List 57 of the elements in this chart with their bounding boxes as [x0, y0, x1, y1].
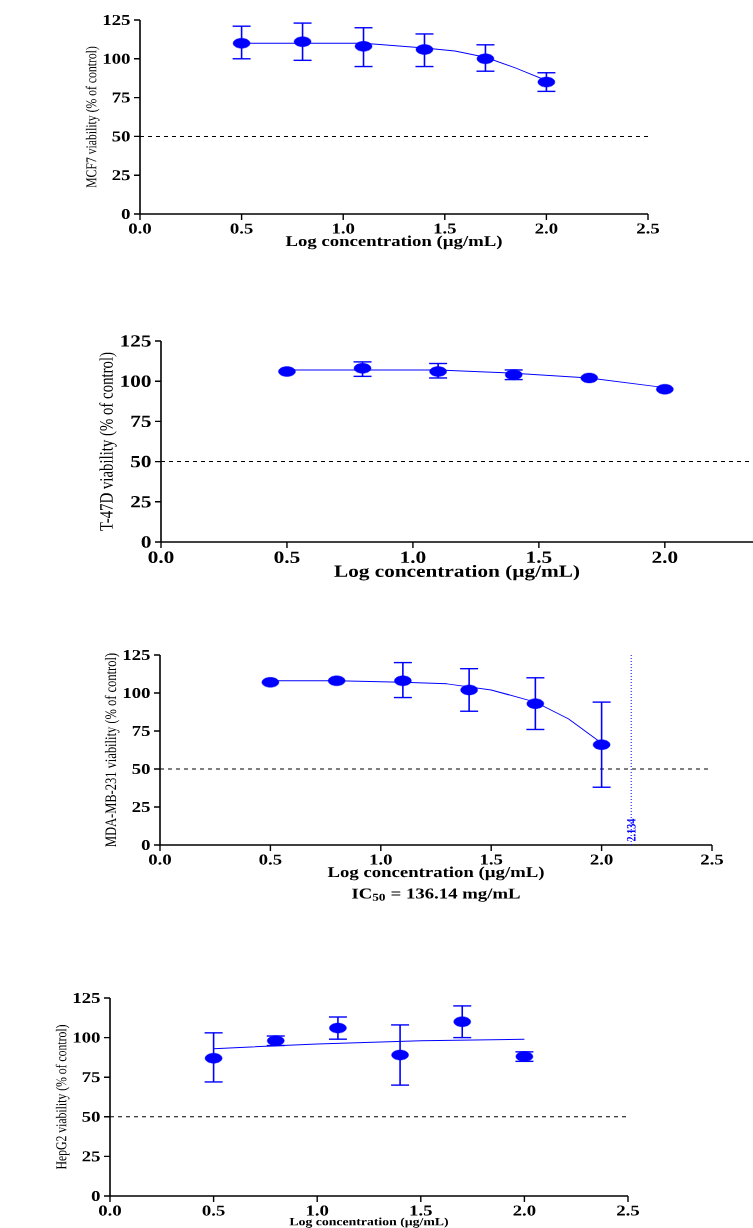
x-tick-label: 0.5 — [274, 551, 300, 564]
y-tick-label: 125 — [73, 992, 100, 1004]
y-tick-label: 75 — [132, 726, 150, 736]
y-tick-label: 25 — [82, 1151, 100, 1162]
x-tick-label: 0.5 — [202, 1205, 225, 1216]
y-tick-label: 100 — [123, 687, 150, 699]
y-tick-label: 100 — [73, 1032, 100, 1043]
x-axis-title: Log concentration (µg/mL) — [334, 564, 580, 581]
y-tick-label: 25 — [112, 170, 130, 181]
text: IC$_{50}$ = 136.14 mg/mL — [352, 888, 520, 902]
y-tick-label: 25 — [132, 801, 150, 813]
x-tick-label: 1.5 — [410, 1205, 432, 1216]
y-tick-label: 50 — [82, 1111, 100, 1122]
x-tick-label: 1.5 — [480, 854, 503, 865]
ref-line-label: 2.134 — [626, 818, 636, 842]
y-tick-label: 75 — [82, 1072, 100, 1083]
x-tick-label: 1.5 — [434, 223, 456, 234]
x-tick-label: 1.5 — [527, 551, 552, 563]
x-tick-label: 2.0 — [513, 1205, 536, 1216]
y-tick-label: 75 — [112, 92, 130, 103]
x-tick-label: 0.5 — [259, 854, 282, 865]
y-tick-label: 50 — [131, 455, 151, 468]
x-tick-label: 0.0 — [99, 1205, 121, 1216]
y-tick-label: 0 — [141, 839, 150, 851]
y-axis-title: MCF7 viability (% of control) — [85, 46, 100, 188]
y-tick-label: 100 — [103, 53, 130, 64]
x-tick-label: 0.5 — [230, 223, 253, 234]
x-tick-label: 1.0 — [332, 223, 355, 234]
y-tick-label: 0 — [91, 1190, 100, 1202]
y-tick-label: 0 — [121, 208, 130, 220]
x-tick-label: 0.0 — [149, 854, 171, 865]
y-tick-label: 125 — [123, 649, 150, 661]
y-axis-title: HepG2 viability (% of control) — [55, 1025, 70, 1170]
x-tick-label: 0.0 — [129, 223, 151, 234]
x-tick-label: 2.0 — [535, 223, 558, 234]
y-tick-label: 125 — [103, 14, 130, 26]
y-tick-label: 50 — [112, 131, 130, 142]
x-tick-label: 1.0 — [401, 551, 426, 564]
y-tick-label: 100 — [121, 375, 151, 387]
x-tick-label: 2.0 — [652, 551, 678, 564]
x-tick-label: 0.0 — [148, 551, 174, 564]
y-axis-title: MDA-MB-231 viability (% of control) — [104, 653, 120, 847]
x-axis-title: Log concentration (µg/mL) — [285, 235, 502, 250]
y-tick-label: 50 — [132, 763, 150, 775]
x-tick-label: 2.5 — [637, 223, 660, 234]
x-tick-label: 2.0 — [590, 854, 613, 865]
x-tick-label: 1.0 — [370, 854, 392, 865]
y-tick-label: 125 — [121, 335, 151, 347]
x-tick-label: 1.0 — [306, 1205, 329, 1216]
y-tick-label: 0 — [141, 536, 151, 548]
x-tick-label: 2.5 — [617, 1205, 640, 1216]
y-axis-title: T-47D viability (% of control) — [99, 352, 117, 531]
y-tick-label: 25 — [131, 496, 151, 508]
x-tick-label: 2.5 — [701, 854, 724, 865]
x-axis-title: Log concentration (µg/mL) — [327, 866, 544, 881]
x-axis-title: Log concentration (µg/mL) — [289, 1217, 448, 1228]
y-tick-label: 75 — [131, 415, 151, 428]
